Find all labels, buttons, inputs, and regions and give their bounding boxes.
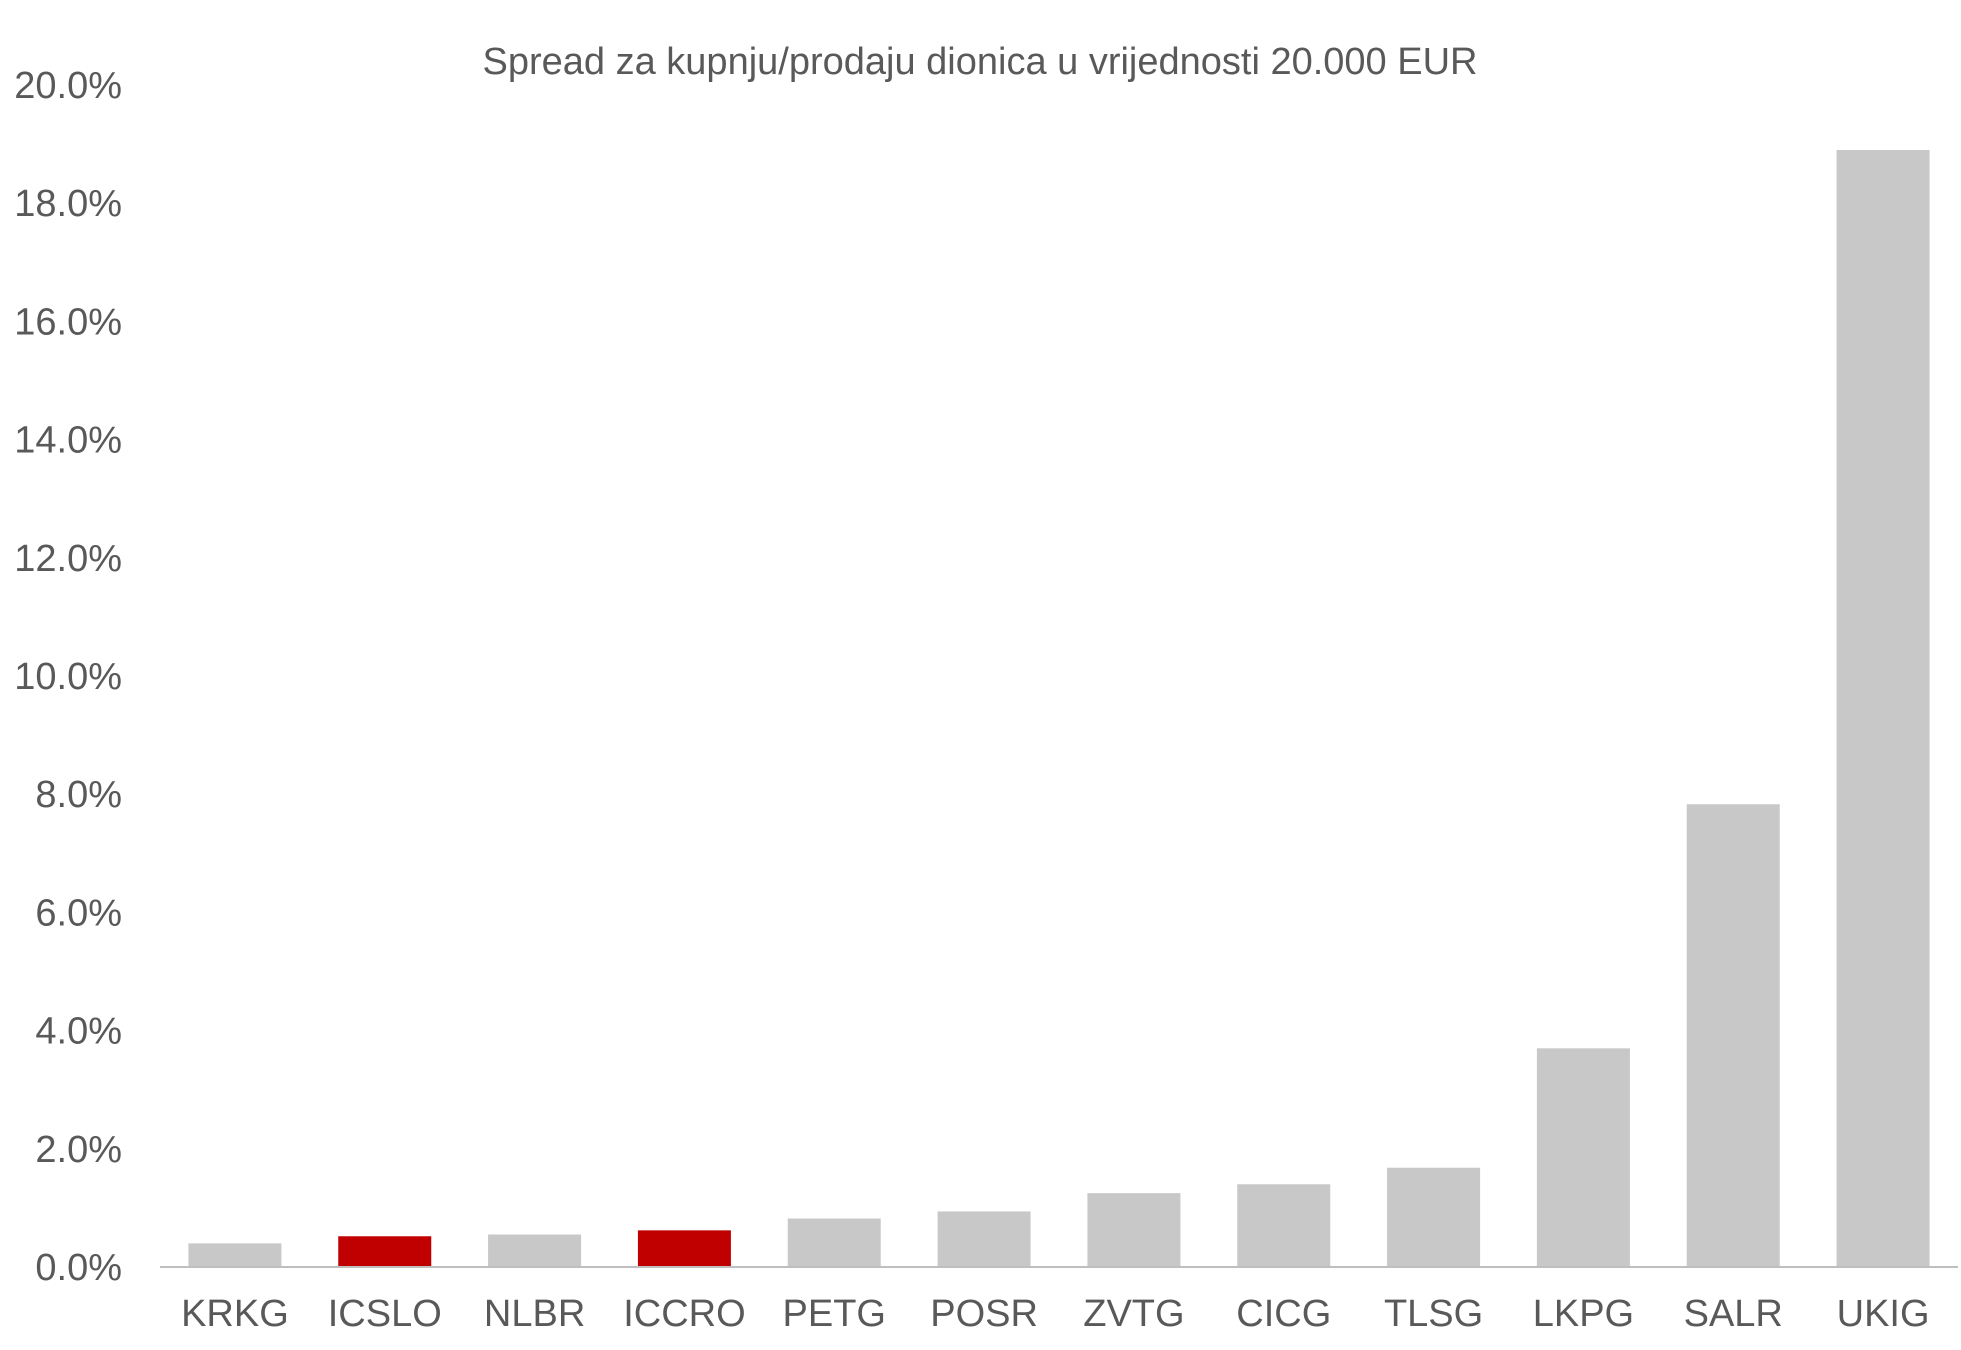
x-category-label: UKIG bbox=[1837, 1293, 1930, 1335]
bar-petg bbox=[787, 1218, 881, 1267]
y-tick-label: 0.0% bbox=[35, 1247, 122, 1289]
x-category-label: LKPG bbox=[1533, 1293, 1634, 1335]
y-tick-label: 2.0% bbox=[35, 1129, 122, 1171]
y-tick-label: 20.0% bbox=[14, 65, 122, 107]
bar-zvtg bbox=[1087, 1193, 1181, 1267]
y-tick-label: 8.0% bbox=[35, 774, 122, 816]
bars-group bbox=[188, 150, 1930, 1267]
x-axis: KRKG ICSLO NLBR ICCRO PETG POSR ZVTG CICG TLSG LK… bbox=[181, 1293, 1929, 1335]
x-category-label: ICSLO bbox=[328, 1293, 442, 1335]
bar-salr bbox=[1686, 804, 1780, 1267]
x-category-label: SALR bbox=[1684, 1293, 1783, 1335]
y-tick-label: 4.0% bbox=[35, 1011, 122, 1053]
y-tick-label: 18.0% bbox=[14, 183, 122, 225]
bar-iccro bbox=[637, 1230, 731, 1267]
y-tick-label: 14.0% bbox=[14, 420, 122, 462]
bar-nlbr bbox=[488, 1234, 582, 1267]
x-category-label: ICCRO bbox=[623, 1293, 745, 1335]
bar-posr bbox=[937, 1211, 1031, 1267]
y-tick-label: 16.0% bbox=[14, 301, 122, 343]
x-category-label: CICG bbox=[1236, 1293, 1331, 1335]
y-tick-label: 6.0% bbox=[35, 892, 122, 934]
bar-icslo bbox=[338, 1236, 432, 1267]
bar-lkpg bbox=[1536, 1048, 1630, 1267]
y-tick-label: 10.0% bbox=[14, 656, 122, 698]
x-category-label: TLSG bbox=[1384, 1293, 1483, 1335]
x-category-label: ZVTG bbox=[1083, 1293, 1184, 1335]
x-category-label: KRKG bbox=[181, 1293, 289, 1335]
chart-title: Spread za kupnju/prodaju dionica u vrije… bbox=[483, 41, 1478, 83]
x-category-label: PETG bbox=[783, 1293, 886, 1335]
y-tick-label: 12.0% bbox=[14, 538, 122, 580]
bar-cicg bbox=[1237, 1184, 1331, 1267]
x-category-label: POSR bbox=[930, 1293, 1038, 1335]
y-axis: 0.0% 2.0% 4.0% 6.0% 8.0% 10.0% 12.0% 14.0% 16.0%… bbox=[14, 65, 122, 1289]
bar-ukig bbox=[1836, 150, 1930, 1267]
x-category-label: NLBR bbox=[484, 1293, 585, 1335]
bar-tlsg bbox=[1387, 1167, 1481, 1267]
bar-krkg bbox=[188, 1243, 282, 1267]
